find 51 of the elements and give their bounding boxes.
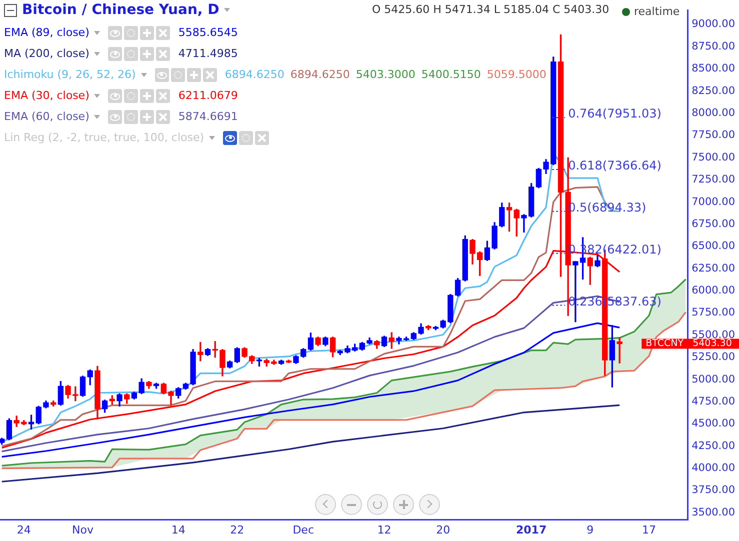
y-tick-label: 5250.00 xyxy=(692,351,735,364)
candlestick xyxy=(616,337,622,364)
chart-title: Bitcoin / Chinese Yuan, D xyxy=(22,2,220,18)
y-tick-label: 8750.00 xyxy=(692,40,735,52)
text: Ichimoku (9, 26, 52, 26) xyxy=(4,68,136,82)
y-tick-label: 3500.00 xyxy=(692,506,735,518)
text: EMA (89, close) xyxy=(4,26,90,40)
y-tick-label: 8000.00 xyxy=(692,107,735,119)
y-tick-label: 8500.00 xyxy=(692,62,735,75)
annotation: BTCCNY xyxy=(646,338,684,350)
x-tick-label: 14 xyxy=(171,523,186,536)
text: 5403.30 xyxy=(692,338,732,350)
x-tick-label: Dec xyxy=(292,523,314,536)
x-tick-label: Nov xyxy=(72,523,94,536)
annotation: Lin Reg (2, -2, true, true, 100, close) xyxy=(4,130,204,144)
annotation: 0.618(7366.64) xyxy=(568,158,662,173)
y-tick-label: 3750.00 xyxy=(692,484,735,496)
text: MA (200, close) xyxy=(4,46,90,60)
y-tick-label: 4250.00 xyxy=(692,440,735,452)
annotation: 4711.4985 xyxy=(178,46,238,60)
y-tick-label: 4750.00 xyxy=(692,395,735,408)
x-tick-label: 22 xyxy=(230,523,244,536)
chart-subtitle: O 5425.60 H 5471.34 L 5185.04 C 5403.30 xyxy=(372,3,610,16)
y-tick-label: 7500.00 xyxy=(692,151,735,164)
annotation: 0.764(7951.03) xyxy=(568,106,662,121)
x-tick-label: 12 xyxy=(377,523,392,536)
y-tick-label: 6000.00 xyxy=(692,284,735,297)
y-tick-label: 9000.00 xyxy=(692,18,735,30)
y-tick-label: 5000.00 xyxy=(692,373,735,386)
y-tick-label: 4000.00 xyxy=(692,462,735,474)
x-tick-label: 20 xyxy=(436,523,450,536)
y-tick-label: 5750.00 xyxy=(692,306,735,319)
text: EMA (30, close) xyxy=(4,88,90,102)
y-tick-label: 6500.00 xyxy=(692,240,735,252)
y-tick-label: 7750.00 xyxy=(692,129,735,142)
annotation: 6894.6250 6894.6250 5403.3000 5400.5150 5059.5000 xyxy=(224,68,546,82)
y-tick-label: 4500.00 xyxy=(692,418,735,430)
y-tick-label: 6750.00 xyxy=(692,218,735,230)
annotation: realtime xyxy=(634,5,680,18)
y-tick-label: 7250.00 xyxy=(692,174,735,186)
x-tick-label: 9 xyxy=(586,523,594,536)
y-tick-label: 6250.00 xyxy=(692,262,735,274)
y-tick-label: 7000.00 xyxy=(692,196,735,208)
x-tick-label: 24 xyxy=(16,523,31,536)
y-tick-label: 8250.00 xyxy=(692,84,735,97)
annotation: 5585.6545 xyxy=(178,26,238,40)
x-tick-label: 2017 xyxy=(516,523,547,536)
text: EMA (60, close) xyxy=(4,110,90,124)
annotation: 6211.0679 xyxy=(178,88,238,102)
annotation: 5874.6691 xyxy=(178,110,238,124)
x-tick-label: 17 xyxy=(642,523,656,536)
